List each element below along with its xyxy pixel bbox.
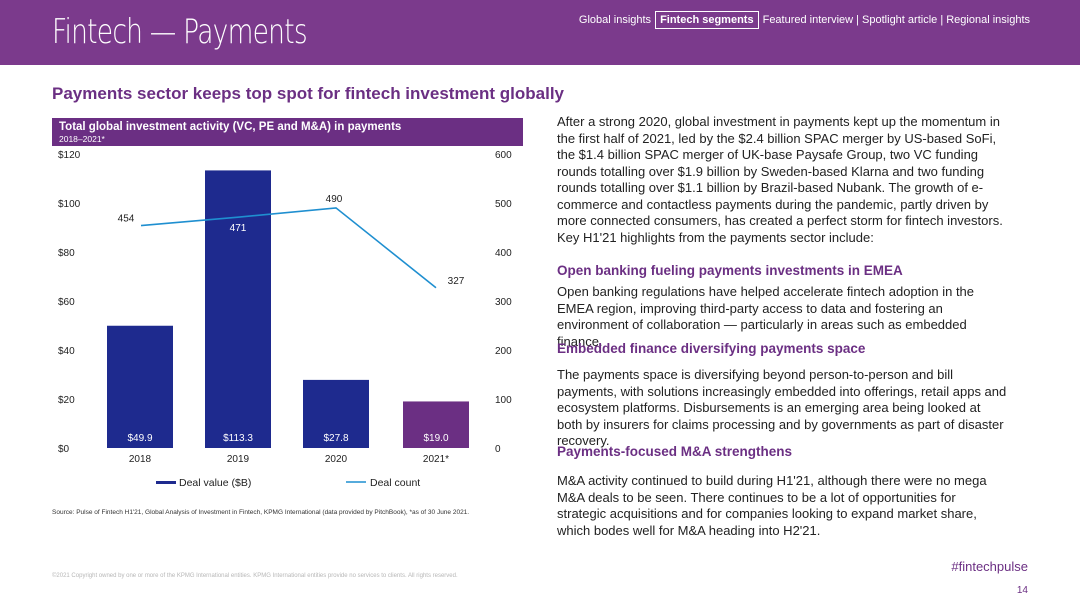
y-right-tick: 500 — [495, 199, 512, 210]
y-right-tick: 0 — [495, 444, 501, 455]
line-deal-count — [140, 207, 437, 289]
bar-data-label: $113.3 — [223, 433, 253, 444]
x-tick-label: 2018 — [129, 454, 152, 465]
bar-data-label: $19.0 — [423, 433, 448, 444]
y-right-tick: 600 — [495, 150, 512, 161]
source-note: Source: Pulse of Fintech H1'21, Global A… — [52, 509, 470, 516]
ma-heading: Payments-focused M&A strengthens — [557, 444, 793, 459]
chart-header: Total global investment activity (VC, PE… — [52, 118, 523, 146]
y-right-tick: 400 — [495, 248, 512, 259]
y-left-tick: $40 — [58, 346, 75, 357]
y-left-tick: $80 — [58, 248, 75, 259]
intro-paragraph: After a strong 2020, global investment i… — [557, 114, 1003, 245]
x-tick-label: 2021* — [423, 454, 449, 465]
legend-line-label: Deal count — [370, 477, 420, 489]
legend-bar-label: Deal value ($B) — [179, 477, 251, 489]
nav-fintech-segments[interactable]: Fintech segments — [655, 11, 759, 29]
chart-panel: Total global investment activity (VC, PE… — [52, 118, 523, 525]
y-right-tick: 300 — [495, 297, 512, 308]
y-right-tick: 200 — [495, 346, 512, 357]
hashtag-link[interactable]: #fintechpulse — [951, 559, 1028, 574]
y-left-tick: $0 — [58, 444, 70, 455]
nav-global-insights[interactable]: Global insights — [578, 14, 652, 26]
embedded-finance-paragraph: The payments space is diversifying beyon… — [557, 367, 1007, 448]
chart-subtitle: 2018–2021* — [59, 134, 105, 144]
ma-paragraph: M&A activity continued to build during H… — [557, 473, 987, 538]
bar-data-label: $27.8 — [323, 433, 348, 444]
x-tick-label: 2019 — [227, 454, 250, 465]
y-left-tick: $60 — [58, 297, 75, 308]
combo-chart: $0 $20 $40 $60 $80 $100 $120 0 100 200 300 400 500 60… — [58, 150, 512, 489]
open-banking-heading: Open banking fueling payments investment… — [557, 263, 903, 278]
open-banking-paragraph: Open banking regulations have helped acc… — [557, 284, 975, 349]
y-left-tick: $20 — [58, 395, 75, 406]
y-right-tick: 100 — [495, 395, 512, 406]
bar-deal-value — [403, 401, 469, 448]
embedded-finance-heading: Embedded finance diversifying payments s… — [557, 341, 866, 356]
top-navigation: Global insights Fintech segments Feature… — [579, 11, 1030, 29]
section-heading: Payments sector keeps top spot for finte… — [52, 84, 565, 103]
line-data-label: 327 — [448, 276, 465, 287]
page-title: Fintech — Payments — [52, 12, 308, 52]
legend-bar-swatch — [156, 481, 176, 484]
y-left-tick: $100 — [58, 199, 81, 210]
line-data-label: 471 — [230, 223, 247, 234]
bar-data-label: $49.9 — [127, 433, 152, 444]
line-data-label: 454 — [118, 214, 135, 225]
nav-other-sections[interactable]: Featured interview | Spotlight article |… — [762, 14, 1030, 26]
line-data-label: 490 — [326, 194, 343, 205]
bar-deal-value — [303, 379, 369, 448]
header-banner: Fintech — Payments Global insights Finte… — [0, 0, 1080, 65]
chart-title: Total global investment activity (VC, PE… — [59, 121, 402, 133]
page-number: 14 — [1016, 585, 1028, 596]
x-tick-label: 2020 — [325, 454, 348, 465]
copyright-notice: ©2021 Copyright owned by one or more of … — [52, 573, 458, 579]
y-left-tick: $120 — [58, 150, 81, 161]
bar-deal-value — [205, 170, 271, 448]
bar-deal-value — [107, 325, 173, 448]
